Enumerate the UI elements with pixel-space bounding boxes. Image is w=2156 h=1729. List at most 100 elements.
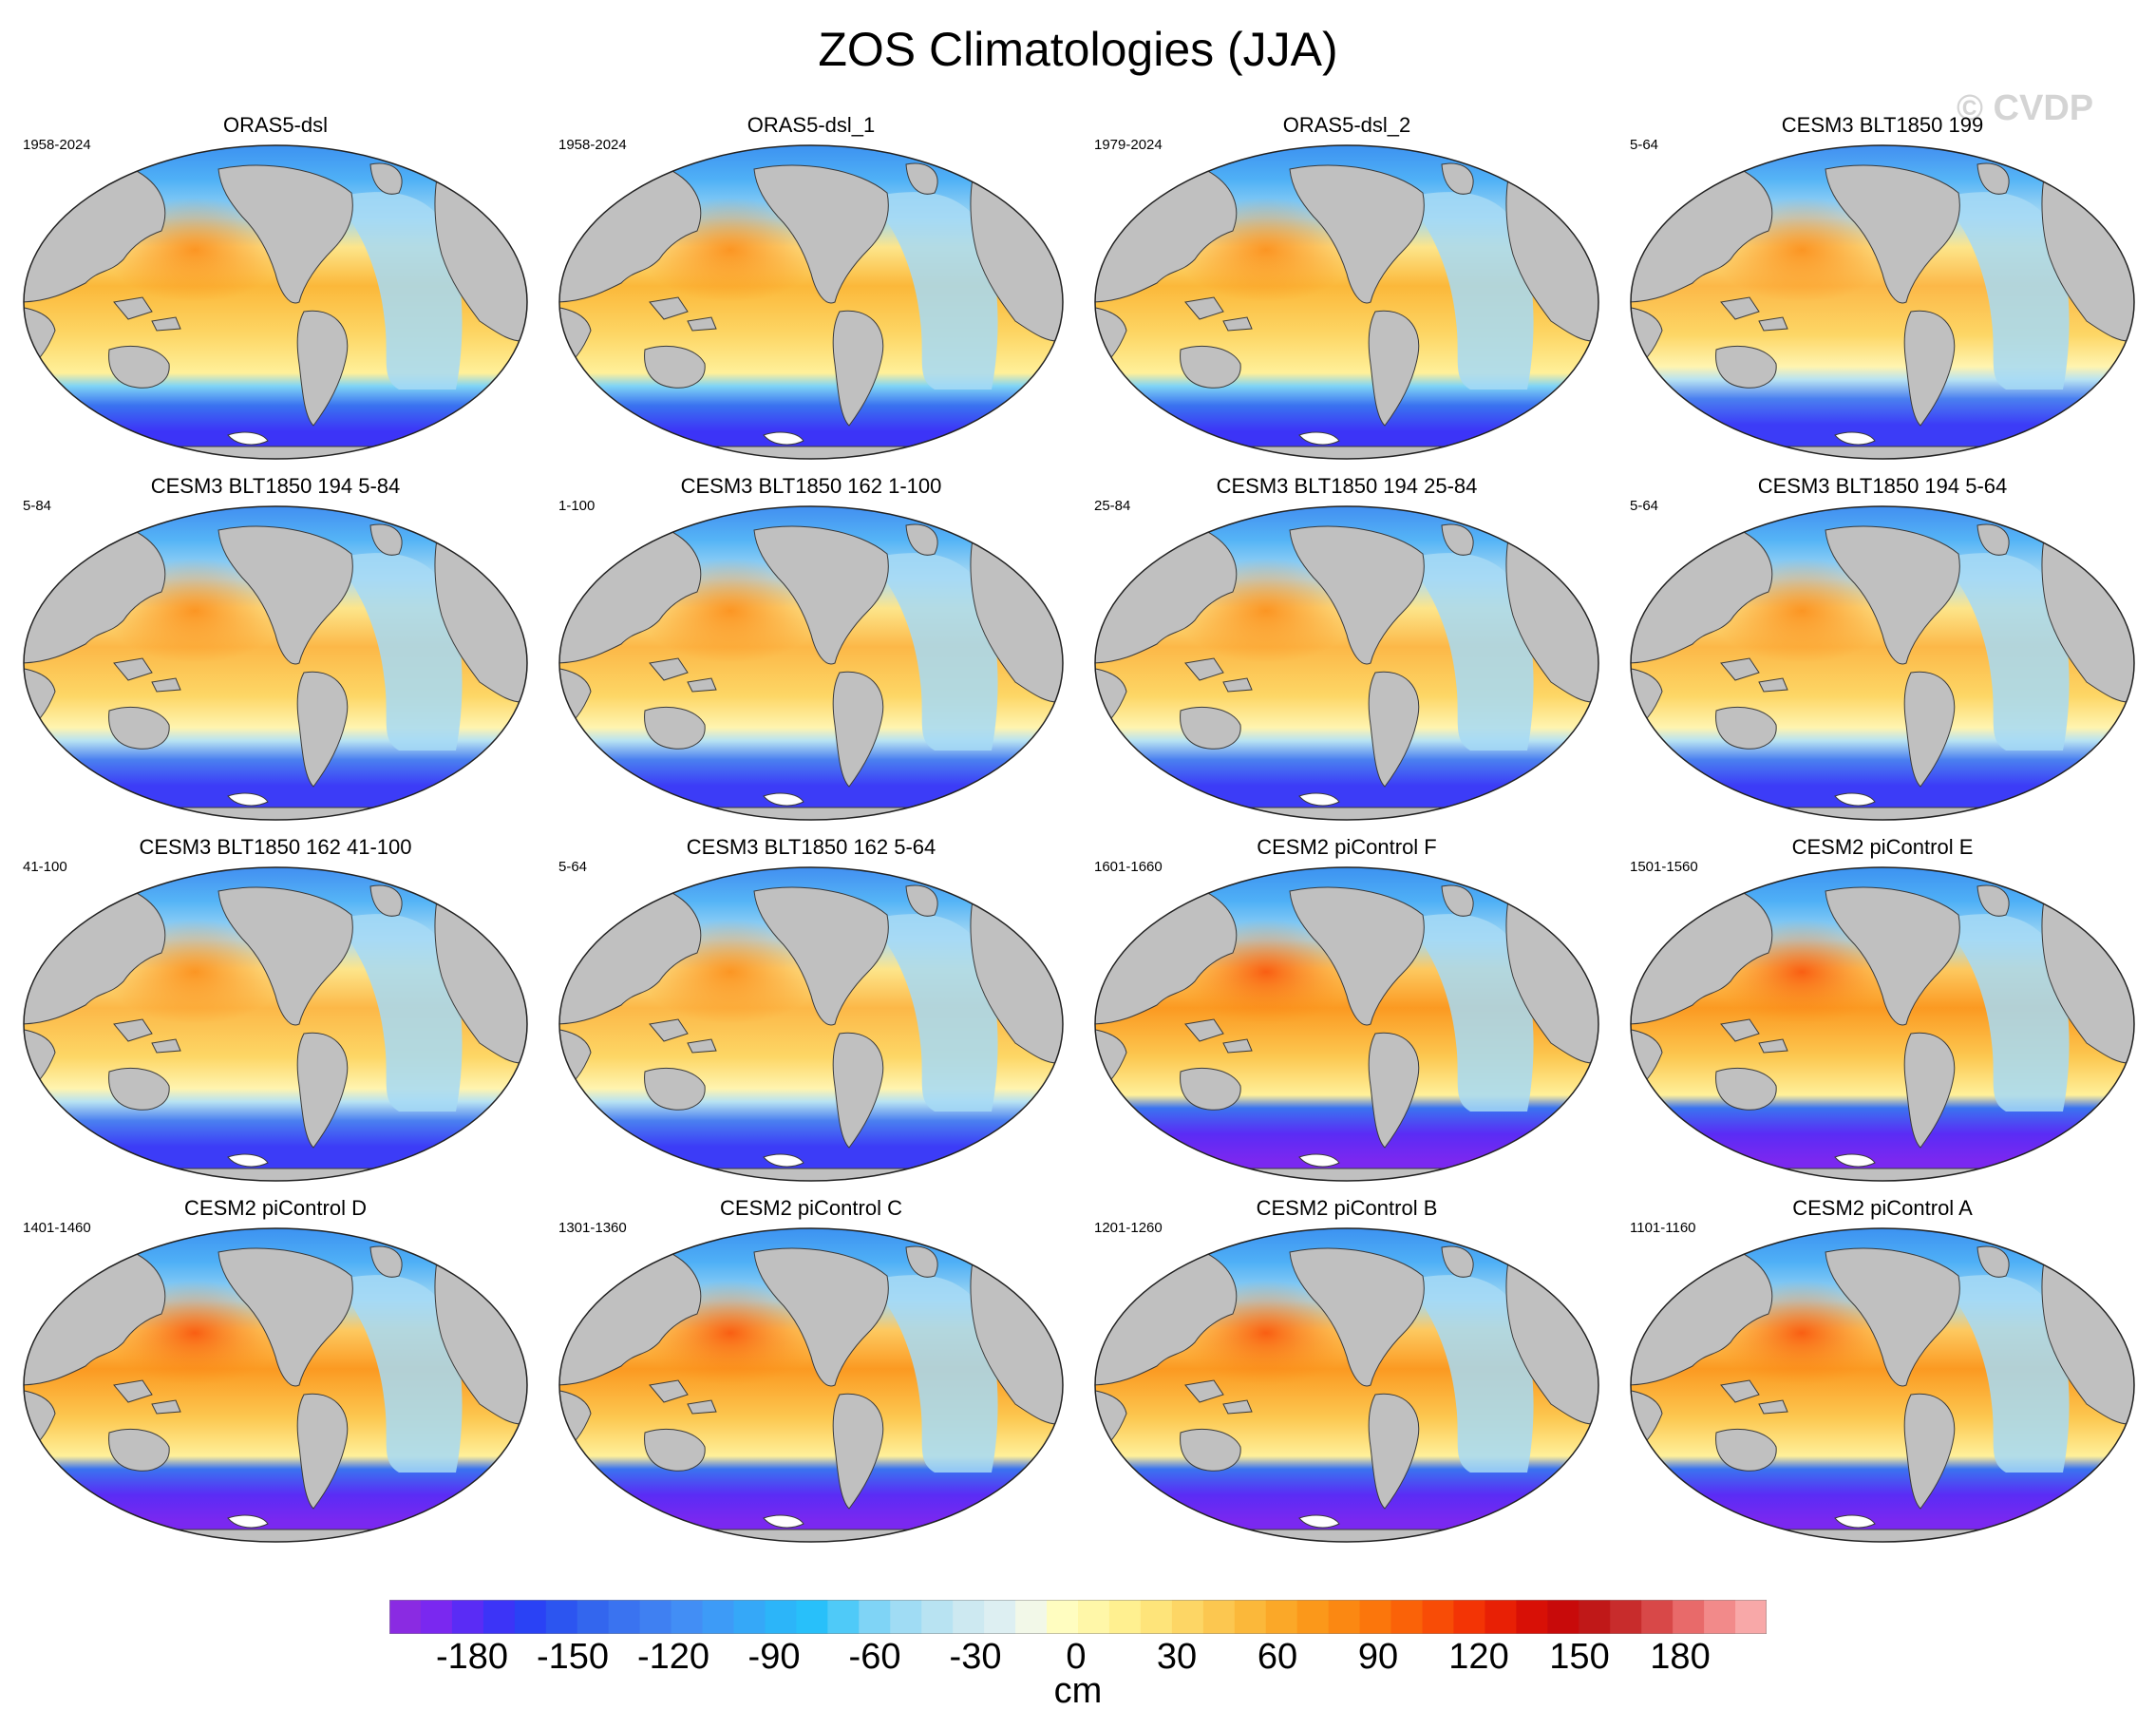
- colorbar-swatch: [1140, 1600, 1173, 1634]
- land-south-america: [1903, 1393, 1956, 1510]
- land-north-america: [1825, 164, 1960, 304]
- atlantic-region: [1404, 1275, 1534, 1472]
- land-north-america: [1825, 525, 1960, 665]
- land-north-america: [1825, 1247, 1960, 1387]
- colorbar-tick-label: 180: [1650, 1637, 1711, 1677]
- map-border: [23, 866, 528, 1182]
- colorbar-swatch: [733, 1600, 766, 1634]
- land-south-america: [1368, 1032, 1420, 1149]
- ice-shelf: [1298, 431, 1340, 446]
- land-australia: [108, 346, 170, 389]
- land-south-america: [832, 1032, 884, 1149]
- colorbar-swatch: [389, 1600, 422, 1634]
- map-border: [558, 144, 1064, 460]
- ice-shelf: [763, 431, 804, 446]
- colorbar-swatch: [1015, 1600, 1048, 1634]
- panel-title: CESM2 piControl D: [184, 1196, 367, 1220]
- ice-shelf: [763, 1153, 804, 1168]
- ice-shelf: [227, 792, 269, 807]
- map-panel: CESM2 piControl A 1101-1160: [1615, 1195, 2150, 1556]
- ice-shelf: [1298, 1514, 1340, 1529]
- ice-shelf: [227, 1514, 269, 1529]
- land-islands: [1720, 657, 1788, 693]
- land-south-america: [832, 1393, 884, 1510]
- panel-title: ORAS5-dsl_2: [1282, 113, 1411, 137]
- atlantic-region: [1939, 192, 2070, 390]
- colorbar-swatch: [1296, 1600, 1330, 1634]
- panel-year-range: 41-100: [23, 859, 67, 875]
- land-antarctica: [1095, 446, 1598, 459]
- atlantic-region: [332, 1275, 463, 1472]
- panel-title: ORAS5-dsl: [222, 113, 329, 137]
- panel-year-range: 25-84: [1094, 498, 1131, 514]
- colorbar-tick-label: -180: [435, 1637, 509, 1677]
- colorbar-swatch: [1171, 1600, 1204, 1634]
- land-australia: [108, 1068, 170, 1111]
- land-greenland: [1976, 523, 2010, 556]
- panel-title: CESM3 BLT1850 162 1-100: [680, 474, 942, 498]
- land-antarctica: [1631, 1529, 2134, 1542]
- map-panel: CESM3 BLT1850 194 25-84 25-84: [1079, 473, 1615, 834]
- atlantic-region: [1939, 914, 2070, 1112]
- colorbar-labels: -180 -150 -120 -90 -60 -30 0 30 60 90 120 150 180: [0, 1586, 2156, 1729]
- colorbar-swatch: [1547, 1600, 1579, 1634]
- colorbar-swatch: [984, 1600, 1016, 1634]
- map-border: [558, 505, 1064, 821]
- ice-shelf: [1834, 1514, 1876, 1529]
- land-antarctica: [1631, 1168, 2134, 1181]
- colorbar-swatch: [608, 1600, 641, 1634]
- map-border: [1630, 505, 2135, 821]
- land-antarctica: [24, 446, 527, 459]
- land-australia: [644, 1068, 706, 1111]
- map-border: [1094, 144, 1599, 460]
- land-australia: [108, 707, 170, 750]
- watermark: © CVDP: [1957, 88, 2094, 128]
- land-antarctica: [1095, 1529, 1598, 1542]
- land-north-america: [217, 164, 353, 304]
- colorbar-tick-label: 0: [1066, 1637, 1087, 1677]
- panel-year-range: 1401-1460: [23, 1220, 91, 1236]
- colorbar-swatch: [451, 1600, 484, 1634]
- colorbar-swatch: [514, 1600, 547, 1634]
- ocean-map: [1630, 505, 2135, 821]
- land-antarctica: [1631, 807, 2134, 820]
- panel-title: CESM3 BLT1850 194 5-64: [1757, 474, 2008, 498]
- panel-year-range: 1201-1260: [1094, 1220, 1163, 1236]
- land-antarctica: [1095, 1168, 1598, 1181]
- land-australia: [644, 1429, 706, 1472]
- land-australia: [1180, 707, 1241, 750]
- land-islands: [649, 1379, 717, 1415]
- land-greenland: [905, 523, 938, 556]
- ocean-map: [1630, 1227, 2135, 1543]
- colorbar-units: cm: [1053, 1671, 1103, 1711]
- land-australia: [644, 346, 706, 389]
- map-panel: CESM3 BLT1850 162 41-100 41-100: [8, 834, 543, 1195]
- panel-title: CESM2 piControl C: [720, 1196, 902, 1220]
- land-australia: [1715, 707, 1777, 750]
- land-islands: [1184, 296, 1253, 332]
- map-border: [1094, 505, 1599, 821]
- colorbar-swatch: [796, 1600, 828, 1634]
- ocean-map: [23, 866, 528, 1182]
- land-south-america: [1903, 671, 1956, 788]
- colorbar-swatch: [1047, 1600, 1079, 1634]
- colorbar-swatch: [1579, 1600, 1611, 1634]
- atlantic-region: [1404, 192, 1534, 390]
- land-greenland: [905, 1245, 938, 1278]
- land-greenland: [1441, 162, 1474, 195]
- colorbar-tick-label: 90: [1357, 1637, 1399, 1677]
- land-antarctica: [559, 807, 1063, 820]
- land-islands: [1720, 1379, 1788, 1415]
- panel-title: CESM2 piControl F: [1257, 835, 1437, 859]
- ice-shelf: [1298, 1153, 1340, 1168]
- colorbar-swatch: [1328, 1600, 1361, 1634]
- land-south-america: [296, 1393, 349, 1510]
- land-greenland: [1976, 162, 2010, 195]
- colorbar-swatch: [671, 1600, 704, 1634]
- colorbar-swatch: [921, 1600, 954, 1634]
- ice-shelf: [1298, 792, 1340, 807]
- map-panel: ORAS5-dsl_2 1979-2024: [1079, 112, 1615, 473]
- atlantic-region: [1404, 914, 1534, 1112]
- map-panel: CESM3 BLT1850 194 5-64 5-64: [1615, 473, 2150, 834]
- panel-title: CESM2 piControl A: [1792, 1196, 1973, 1220]
